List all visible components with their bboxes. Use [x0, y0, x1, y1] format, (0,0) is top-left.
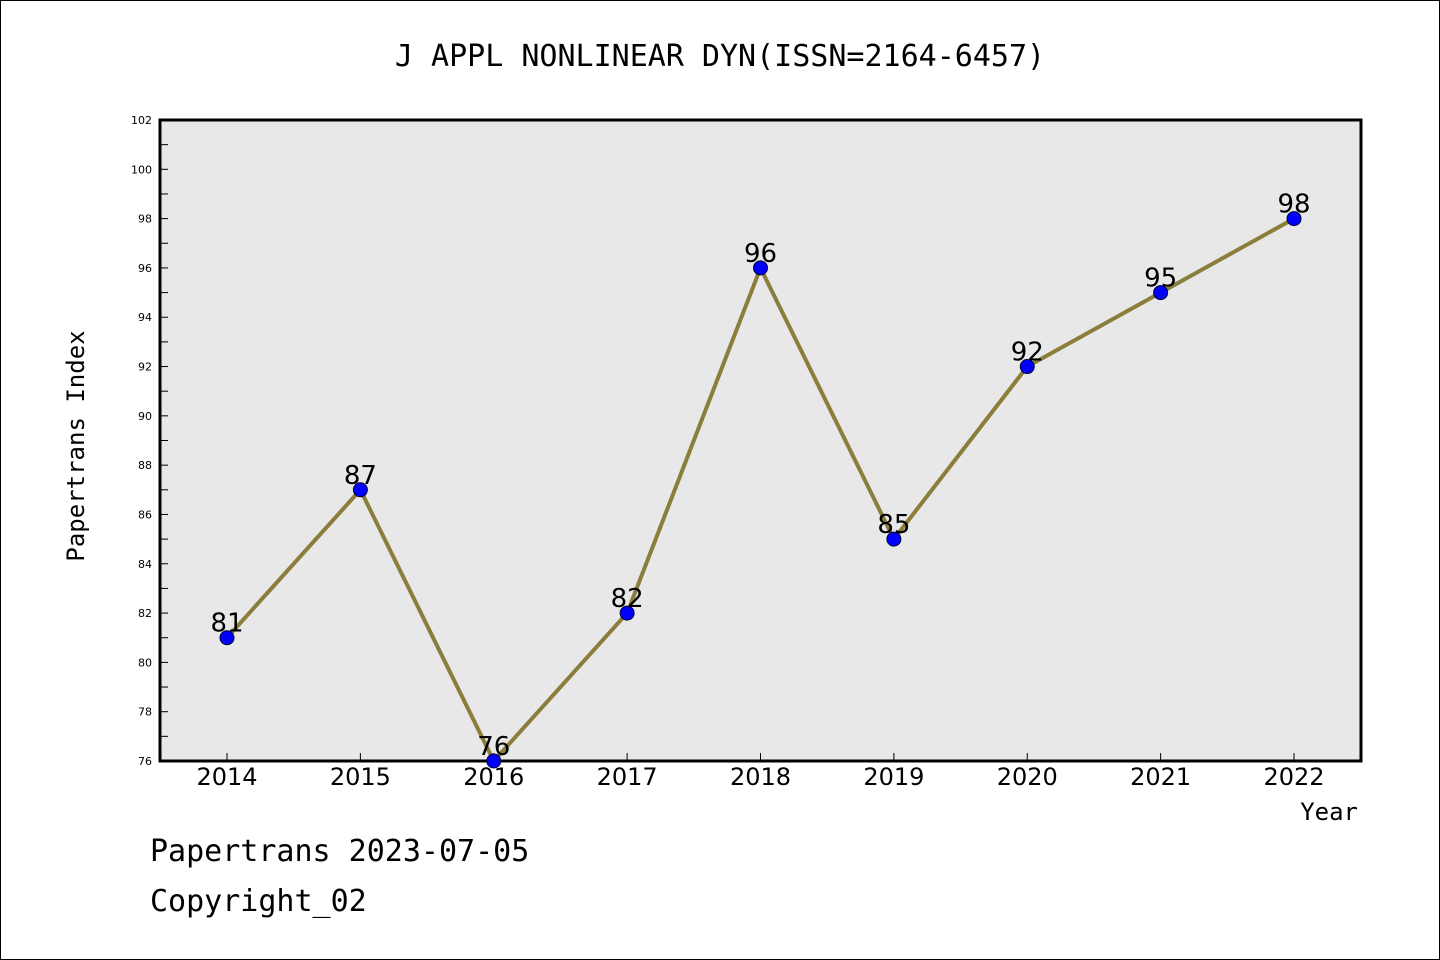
y-tick-label: 102: [131, 114, 152, 127]
y-tick-label: 90: [138, 410, 152, 423]
data-label: 92: [1011, 338, 1044, 368]
y-tick-label: 88: [138, 459, 152, 472]
footer-copyright-line: Copyright_02: [150, 884, 367, 919]
y-tick-label: 78: [138, 706, 152, 719]
data-label: 98: [1277, 190, 1310, 220]
x-tick-label: 2020: [997, 763, 1058, 791]
data-label: 82: [611, 584, 644, 614]
y-tick-label: 86: [138, 508, 152, 521]
data-point: [1286, 211, 1302, 227]
x-tick-label: 2021: [1130, 763, 1191, 791]
data-point: [1153, 285, 1169, 301]
data-point: [486, 753, 502, 769]
y-tick-label: 96: [138, 262, 152, 275]
data-label: 95: [1144, 264, 1177, 294]
x-tick-label: 2014: [196, 763, 257, 791]
data-label: 85: [877, 510, 910, 540]
y-tick-label: 100: [131, 163, 152, 176]
chart-title: J APPL NONLINEAR DYN(ISSN=2164-6457): [395, 39, 1045, 74]
y-tick-label: 84: [138, 558, 152, 571]
plot-area: [158, 118, 1363, 763]
data-label: 81: [210, 609, 243, 639]
y-tick-label: 80: [138, 656, 152, 669]
y-tick-label: 76: [138, 755, 152, 768]
data-point: [1019, 359, 1035, 375]
data-point: [352, 482, 368, 498]
footer-date-line: Papertrans 2023-07-05: [150, 834, 530, 869]
x-tick-label: 2017: [597, 763, 658, 791]
x-tick-label: 2022: [1263, 763, 1324, 791]
data-label: 87: [344, 461, 377, 491]
y-axis: 76 78 80 82 84 86 88 90 92 94 96 98 100 102: [131, 114, 168, 768]
data-point: [619, 605, 635, 621]
data-label: 96: [744, 239, 777, 269]
data-point: [886, 531, 902, 547]
y-tick-label: 82: [138, 607, 152, 620]
y-tick-label: 92: [138, 361, 152, 374]
data-label: 76: [477, 732, 510, 762]
y-tick-label: 94: [138, 311, 152, 324]
series-layer: 81 87 76 82 96 85 92 95 98: [210, 190, 1311, 769]
y-tick-label: 98: [138, 213, 152, 226]
x-tick-label: 2018: [730, 763, 791, 791]
x-axis-label: Year: [1300, 798, 1358, 826]
y-axis-label: Papertrans Index: [62, 330, 90, 561]
data-point: [219, 630, 235, 646]
x-axis: 2014 2015 2016 2017 2018 2019 2020 2021 2022: [196, 753, 1325, 791]
x-tick-label: 2015: [330, 763, 391, 791]
x-tick-label: 2019: [863, 763, 924, 791]
data-point: [753, 260, 768, 276]
